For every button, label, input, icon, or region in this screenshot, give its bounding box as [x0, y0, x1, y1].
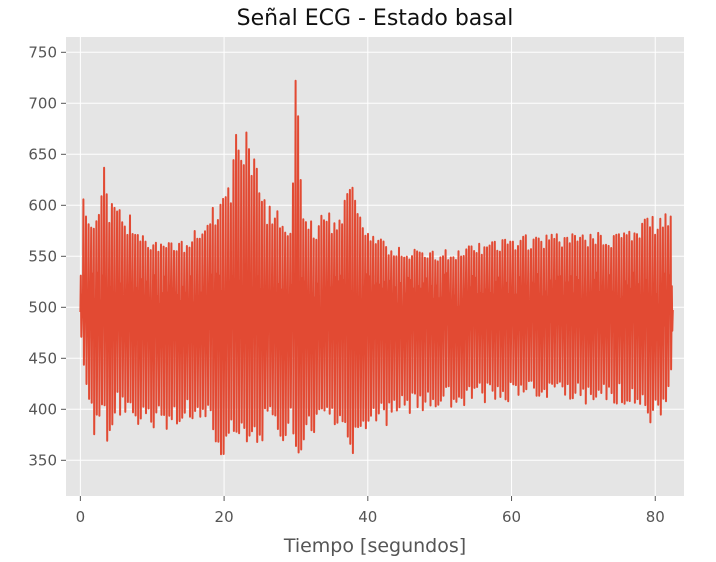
y-tick-label: 350 — [28, 451, 57, 469]
y-tick-label: 700 — [28, 94, 57, 112]
y-tick-label: 750 — [28, 43, 57, 61]
x-tick-label: 20 — [215, 508, 234, 526]
y-tick-label: 650 — [28, 145, 57, 163]
y-tick-label: 450 — [28, 349, 57, 367]
ecg-trace — [79, 79, 674, 456]
chart-title: Señal ECG - Estado basal — [237, 6, 514, 31]
x-tick-label: 80 — [646, 508, 665, 526]
x-tick-label: 60 — [502, 508, 521, 526]
y-tick-label: 600 — [28, 196, 57, 214]
y-tick-label: 400 — [28, 400, 57, 418]
x-axis-ticks: 0 20 40 60 80 — [76, 496, 665, 526]
y-axis-ticks: 350 400 450 500 550 600 650 700 750 — [28, 43, 66, 469]
y-tick-label: 500 — [28, 298, 57, 316]
ecg-signal — [79, 79, 674, 456]
y-tick-label: 550 — [28, 247, 57, 265]
x-axis-label: Tiempo [segundos] — [283, 535, 466, 557]
x-tick-label: 0 — [76, 508, 86, 526]
x-tick-label: 40 — [358, 508, 377, 526]
